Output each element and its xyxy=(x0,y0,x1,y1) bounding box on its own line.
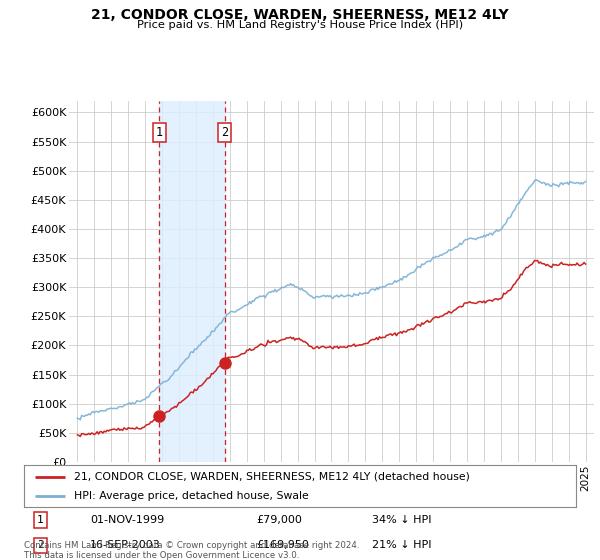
Text: 34% ↓ HPI: 34% ↓ HPI xyxy=(372,515,431,525)
Text: £169,950: £169,950 xyxy=(256,540,309,550)
Text: 16-SEP-2003: 16-SEP-2003 xyxy=(90,540,161,550)
Bar xyxy=(159,101,225,462)
Text: 01-NOV-1999: 01-NOV-1999 xyxy=(90,515,164,525)
Text: 1: 1 xyxy=(37,515,44,525)
Text: HPI: Average price, detached house, Swale: HPI: Average price, detached house, Swal… xyxy=(74,491,308,501)
Text: £79,000: £79,000 xyxy=(256,515,302,525)
Text: 2: 2 xyxy=(37,540,44,550)
Text: 2: 2 xyxy=(221,127,229,139)
Text: 21, CONDOR CLOSE, WARDEN, SHEERNESS, ME12 4LY: 21, CONDOR CLOSE, WARDEN, SHEERNESS, ME1… xyxy=(91,8,509,22)
Text: Price paid vs. HM Land Registry's House Price Index (HPI): Price paid vs. HM Land Registry's House … xyxy=(137,20,463,30)
Text: 21% ↓ HPI: 21% ↓ HPI xyxy=(372,540,431,550)
Text: Contains HM Land Registry data © Crown copyright and database right 2024.
This d: Contains HM Land Registry data © Crown c… xyxy=(24,540,359,560)
Text: 21, CONDOR CLOSE, WARDEN, SHEERNESS, ME12 4LY (detached house): 21, CONDOR CLOSE, WARDEN, SHEERNESS, ME1… xyxy=(74,472,470,482)
Text: 1: 1 xyxy=(156,127,163,139)
